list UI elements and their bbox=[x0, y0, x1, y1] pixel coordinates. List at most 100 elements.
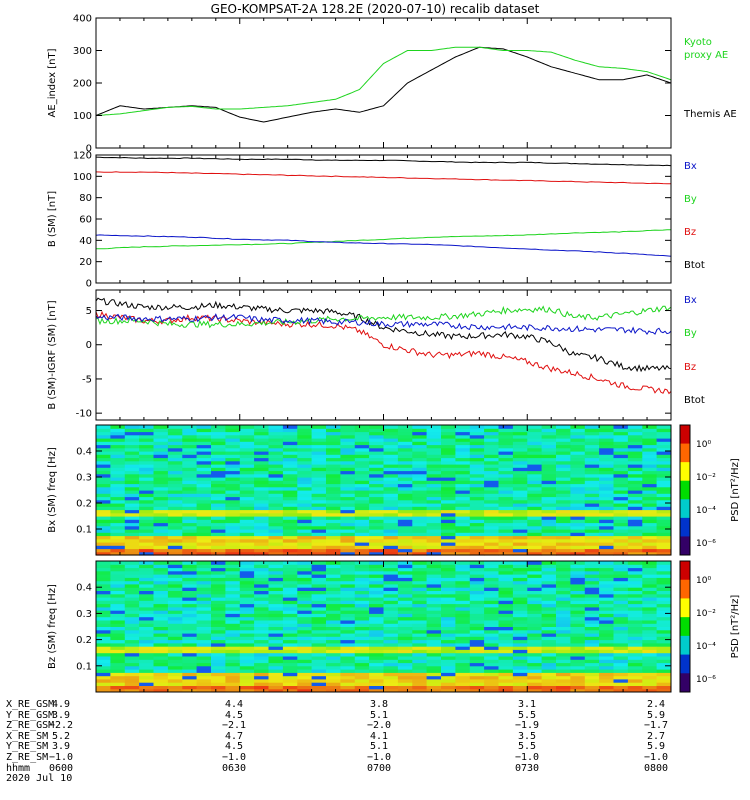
chart-title: GEO-KOMPSAT-2A 128.2E (2020-07-10) recal… bbox=[210, 2, 540, 16]
spectrogram-cell bbox=[211, 532, 226, 537]
spectrogram-cell bbox=[541, 516, 557, 520]
spectrogram-cell bbox=[642, 503, 658, 507]
spectrogram-cell bbox=[124, 616, 140, 621]
spectrogram-cell bbox=[383, 447, 399, 452]
spectrogram-cell bbox=[570, 567, 586, 572]
spectrogram-cell bbox=[498, 499, 514, 504]
ephemeris-label: hhmm bbox=[6, 762, 31, 774]
spectrogram-cell bbox=[613, 636, 629, 641]
spectrogram-cell bbox=[469, 649, 485, 654]
spectrogram-cell bbox=[469, 688, 485, 693]
spectrogram-cell bbox=[225, 441, 241, 446]
spectrogram-cell bbox=[326, 583, 341, 588]
spectrogram-cell bbox=[326, 444, 341, 449]
spectrogram-cell bbox=[139, 567, 154, 572]
spectrogram-cell bbox=[110, 682, 126, 686]
spectrogram-cell bbox=[153, 473, 169, 478]
spectrogram-cell bbox=[441, 665, 456, 670]
spectrogram-cell bbox=[211, 480, 226, 485]
spectrogram-cell bbox=[599, 678, 614, 683]
spectrogram-cell bbox=[455, 470, 471, 475]
spectrogram-cell bbox=[225, 535, 241, 540]
spectrogram-cell bbox=[239, 477, 255, 481]
spectrogram-cell bbox=[642, 633, 658, 637]
spectrogram-cell bbox=[512, 516, 528, 520]
spectrogram-cell bbox=[498, 425, 514, 429]
spectrogram-cell bbox=[599, 499, 614, 504]
spectrogram-cell bbox=[211, 652, 226, 657]
spectrogram-cell bbox=[455, 672, 471, 677]
spectrogram-cell bbox=[369, 567, 384, 572]
spectrogram-cell bbox=[211, 639, 226, 644]
spectrogram-cell bbox=[599, 600, 614, 605]
spectrogram-cell bbox=[297, 600, 313, 605]
spectrogram-cell bbox=[297, 620, 313, 624]
spectrogram-cell bbox=[570, 603, 586, 608]
spectrogram-cell bbox=[397, 613, 413, 618]
spectrogram-cell bbox=[426, 649, 442, 654]
spectrogram-cell bbox=[153, 662, 169, 667]
spectrogram-cell bbox=[556, 548, 571, 553]
spectrogram-cell bbox=[153, 499, 169, 504]
spectrogram-cell bbox=[383, 503, 399, 507]
spectrogram-cell bbox=[512, 678, 528, 683]
spectrogram-cell bbox=[383, 688, 399, 693]
spectrogram-cell bbox=[556, 656, 571, 660]
spectrogram-cell bbox=[282, 600, 298, 605]
spectrogram-cell bbox=[369, 457, 384, 462]
spectrogram-cell bbox=[383, 428, 399, 433]
spectrogram-cell bbox=[484, 512, 499, 517]
spectrogram-cell bbox=[584, 610, 600, 614]
spectrogram-cell bbox=[297, 662, 313, 667]
spectrogram-cell bbox=[599, 669, 614, 673]
spectrogram-cell bbox=[383, 545, 399, 550]
spectrogram-cell bbox=[642, 425, 658, 429]
spectrogram-cell bbox=[211, 545, 226, 550]
spectrogram-cell bbox=[570, 633, 586, 637]
spectrogram-cell bbox=[96, 525, 111, 530]
spectrogram-cell bbox=[512, 542, 528, 546]
spectrogram-cell bbox=[441, 425, 456, 429]
spectrogram-cell bbox=[326, 548, 341, 553]
spectrogram-cell bbox=[584, 519, 600, 524]
spectrogram-cell bbox=[297, 483, 313, 488]
spectrogram-cell bbox=[239, 665, 255, 670]
spectrogram-cell bbox=[642, 480, 658, 485]
spectrogram-cell bbox=[570, 470, 586, 475]
spectrogram-cell bbox=[426, 522, 442, 527]
spectrogram-cell bbox=[412, 590, 428, 595]
y-tick-label: 200 bbox=[73, 79, 92, 90]
spectrogram-cell bbox=[96, 587, 111, 591]
spectrogram-cell bbox=[153, 548, 169, 553]
spectrogram-cell bbox=[627, 477, 643, 481]
spectrogram-cell bbox=[441, 480, 456, 485]
spectrogram-cell bbox=[383, 525, 399, 530]
spectrogram-cell bbox=[498, 438, 514, 442]
spectrogram-cell bbox=[642, 656, 658, 660]
spectrogram-cell bbox=[239, 603, 255, 608]
spectrogram-cell bbox=[656, 535, 672, 540]
spectrogram-cell bbox=[397, 493, 413, 498]
spectrogram-cell bbox=[311, 626, 327, 631]
spectrogram-cell bbox=[311, 425, 327, 429]
spectrogram-cell bbox=[139, 467, 154, 472]
spectrogram-cell bbox=[512, 570, 528, 575]
spectrogram-cell bbox=[412, 669, 428, 673]
spectrogram-cell bbox=[282, 606, 298, 611]
spectrogram-cell bbox=[239, 633, 255, 637]
spectrogram-cell bbox=[124, 626, 140, 631]
spectrogram-cell bbox=[613, 457, 629, 462]
spectrogram-cell bbox=[297, 473, 313, 478]
spectrogram-cell bbox=[556, 467, 571, 472]
spectrogram-cell bbox=[627, 620, 643, 624]
spectrogram-cell bbox=[527, 467, 543, 472]
spectrogram-cell bbox=[211, 438, 226, 442]
spectrogram-cell bbox=[196, 642, 212, 647]
spectrogram-cell bbox=[455, 633, 471, 637]
spectrogram-cell bbox=[182, 678, 198, 683]
spectrogram-cell bbox=[124, 542, 140, 546]
spectrogram-cell bbox=[441, 590, 456, 595]
spectrogram-cell bbox=[153, 580, 169, 585]
spectrogram-cell bbox=[541, 499, 557, 504]
spectrogram-cell bbox=[412, 486, 428, 491]
